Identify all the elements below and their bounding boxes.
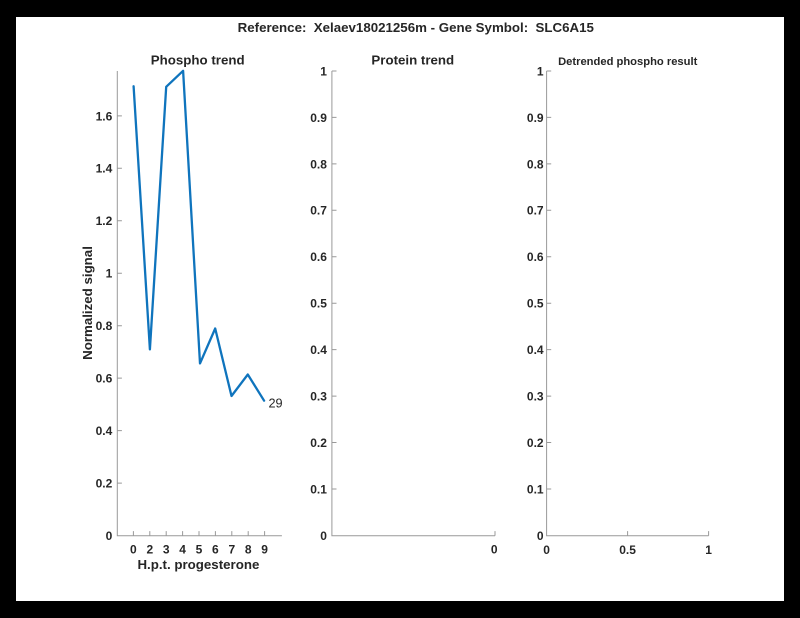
svg-text:1.6: 1.6: [96, 109, 113, 123]
svg-text:8: 8: [245, 543, 252, 557]
svg-text:0.1: 0.1: [310, 482, 327, 496]
svg-text:0.4: 0.4: [527, 343, 544, 357]
svg-text:0.9: 0.9: [527, 111, 544, 125]
svg-text:Phospho trend: Phospho trend: [151, 52, 245, 67]
svg-text:29: 29: [269, 397, 283, 411]
svg-text:0.4: 0.4: [310, 343, 327, 357]
svg-text:0.1: 0.1: [527, 482, 544, 496]
svg-text:0.6: 0.6: [527, 250, 544, 264]
svg-text:0.7: 0.7: [310, 204, 327, 218]
svg-text:0.5: 0.5: [310, 297, 327, 311]
svg-text:Reference: Xelaev18021256m -: Reference: Xelaev18021256m - Gene Symbol…: [238, 20, 595, 35]
svg-text:0.2: 0.2: [96, 476, 113, 490]
svg-text:1: 1: [106, 267, 113, 281]
svg-text:0.5: 0.5: [619, 543, 636, 557]
svg-text:Normalized signal: Normalized signal: [80, 246, 95, 360]
svg-text:0.8: 0.8: [310, 157, 327, 171]
svg-text:0: 0: [543, 543, 550, 557]
svg-text:9: 9: [261, 543, 268, 557]
svg-text:0: 0: [537, 529, 544, 543]
svg-text:3: 3: [163, 543, 170, 557]
svg-text:2: 2: [146, 543, 153, 557]
svg-text:0.7: 0.7: [527, 204, 544, 218]
svg-text:0: 0: [130, 543, 137, 557]
svg-text:0.8: 0.8: [96, 319, 113, 333]
svg-text:Detrended phospho result: Detrended phospho result: [558, 56, 698, 68]
svg-text:0.8: 0.8: [527, 157, 544, 171]
svg-text:0.9: 0.9: [310, 111, 327, 125]
svg-text:0.3: 0.3: [310, 390, 327, 404]
svg-text:0.5: 0.5: [527, 297, 544, 311]
svg-text:1.2: 1.2: [96, 214, 113, 228]
svg-text:0.4: 0.4: [96, 424, 113, 438]
svg-text:0.6: 0.6: [310, 250, 327, 264]
svg-text:Protein trend: Protein trend: [371, 52, 454, 67]
svg-text:7: 7: [228, 543, 235, 557]
svg-text:0.3: 0.3: [527, 390, 544, 404]
svg-text:0.6: 0.6: [96, 372, 113, 386]
svg-text:6: 6: [212, 543, 219, 557]
svg-text:4: 4: [179, 543, 186, 557]
svg-text:1.4: 1.4: [96, 162, 113, 176]
svg-text:0.2: 0.2: [527, 436, 544, 450]
svg-text:1: 1: [320, 64, 327, 78]
svg-text:0: 0: [320, 529, 327, 543]
svg-text:5: 5: [196, 543, 203, 557]
svg-text:0.2: 0.2: [310, 436, 327, 450]
svg-text:H.p.t. progesterone: H.p.t. progesterone: [137, 557, 259, 572]
svg-text:1: 1: [705, 543, 712, 557]
svg-text:0: 0: [106, 529, 113, 543]
svg-text:0: 0: [491, 543, 498, 557]
svg-text:1: 1: [537, 64, 544, 78]
